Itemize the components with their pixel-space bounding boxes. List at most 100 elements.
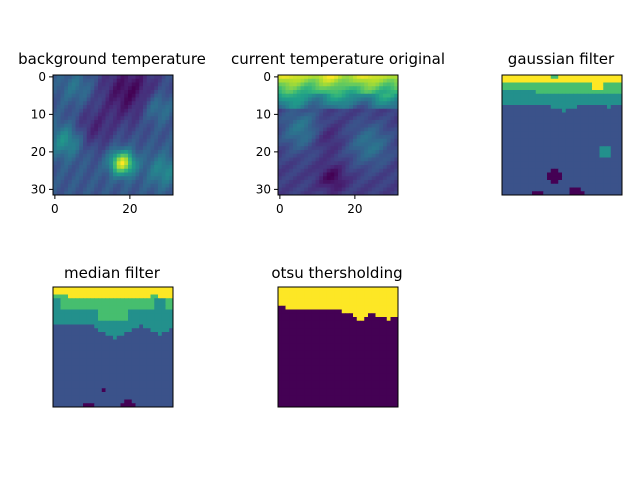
heatmap-cell <box>505 138 510 143</box>
heatmap-cell <box>300 120 305 125</box>
heatmap-cell <box>113 298 118 303</box>
heatmap-cell <box>161 332 166 337</box>
heatmap-cell <box>116 305 121 310</box>
heatmap-cell <box>124 343 129 348</box>
heatmap-cell <box>53 395 58 400</box>
heatmap-cell <box>105 135 110 140</box>
heatmap-cell <box>98 384 103 389</box>
heatmap-cell <box>293 150 298 155</box>
heatmap-cell <box>101 135 106 140</box>
heatmap-cell <box>505 93 510 98</box>
heatmap-cell <box>547 93 552 98</box>
heatmap-cell <box>323 135 328 140</box>
heatmap-cell <box>116 324 121 329</box>
heatmap-cell <box>539 180 544 185</box>
heatmap-cell <box>334 287 339 292</box>
heatmap-cell <box>535 75 540 80</box>
heatmap-cell <box>509 187 514 192</box>
heatmap-cell <box>105 309 110 314</box>
heatmap-cell <box>595 112 600 117</box>
heatmap-cell <box>109 347 114 352</box>
heatmap-cells <box>278 75 399 196</box>
heatmap-cell <box>595 123 600 128</box>
heatmap-cell <box>311 93 316 98</box>
heatmap-cell <box>285 120 290 125</box>
heatmap-cell <box>584 116 589 121</box>
heatmap-cell <box>128 123 133 128</box>
heatmap-cell <box>289 123 294 128</box>
heatmap-cell <box>53 157 58 162</box>
heatmap-cell <box>165 388 170 393</box>
heatmap-cell <box>68 347 73 352</box>
heatmap-cell <box>146 123 151 128</box>
heatmap-cell <box>116 350 121 355</box>
heatmap-cell <box>60 82 65 87</box>
heatmap-cell <box>83 380 88 385</box>
heatmap-cell <box>113 127 118 132</box>
heatmap-cell <box>161 328 166 333</box>
heatmap-cell <box>375 93 380 98</box>
heatmap-cell <box>334 123 339 128</box>
heatmap-cell <box>90 332 95 337</box>
heatmap-cell <box>323 380 328 385</box>
heatmap-cell <box>505 86 510 91</box>
heatmap-cell <box>71 131 76 136</box>
heatmap-cell <box>558 180 563 185</box>
heatmap-cell <box>383 168 388 173</box>
heatmap-cell <box>281 294 286 299</box>
heatmap-cell <box>379 146 384 151</box>
heatmap-cell <box>139 97 144 102</box>
heatmap-cell <box>383 332 388 337</box>
heatmap-cell <box>308 127 313 132</box>
heatmap-cell <box>278 365 283 370</box>
heatmap-cell <box>53 380 58 385</box>
heatmap-cell <box>113 172 118 177</box>
heatmap-cell <box>296 365 301 370</box>
heatmap-cell <box>383 187 388 192</box>
axes-frame <box>52 74 174 196</box>
heatmap-cell <box>165 380 170 385</box>
heatmap-cell <box>569 142 574 147</box>
heatmap-cell <box>618 93 623 98</box>
heatmap-cell <box>349 302 354 307</box>
heatmap-cell <box>394 168 399 173</box>
heatmap-cell <box>618 86 623 91</box>
heatmap-cell <box>580 116 585 121</box>
heatmap-cell <box>311 82 316 87</box>
heatmap-cell <box>64 97 69 102</box>
heatmap-cell <box>101 373 106 378</box>
heatmap-cell <box>135 150 140 155</box>
heatmap-cell <box>135 324 140 329</box>
heatmap-cell <box>308 176 313 181</box>
heatmap-cell <box>296 105 301 110</box>
y-tick-label: 0 <box>263 70 271 84</box>
heatmap-cell <box>334 305 339 310</box>
heatmap-cell <box>311 343 316 348</box>
heatmap-cell <box>281 354 286 359</box>
heatmap-cell <box>293 123 298 128</box>
heatmap-cell <box>71 191 76 196</box>
heatmap-cell <box>368 362 373 367</box>
heatmap-cell <box>143 187 148 192</box>
heatmap-cell <box>349 298 354 303</box>
heatmap-cell <box>90 320 95 325</box>
heatmap-cell <box>154 90 159 95</box>
heatmap-cell <box>618 168 623 173</box>
heatmap-cell <box>610 116 615 121</box>
heatmap-cell <box>124 78 129 83</box>
heatmap-cell <box>315 320 320 325</box>
heatmap-cell <box>368 317 373 322</box>
heatmap-cell <box>394 116 399 121</box>
heatmap-cell <box>300 362 305 367</box>
heatmap-cell <box>386 165 391 170</box>
heatmap-cell <box>558 165 563 170</box>
heatmap-cell <box>368 135 373 140</box>
heatmap-cell <box>105 294 110 299</box>
heatmap-cell <box>161 153 166 158</box>
heatmap-cell <box>383 350 388 355</box>
heatmap-cell <box>94 131 99 136</box>
heatmap-cell <box>101 403 106 408</box>
heatmap-cell <box>386 362 391 367</box>
heatmap-cell <box>319 339 324 344</box>
